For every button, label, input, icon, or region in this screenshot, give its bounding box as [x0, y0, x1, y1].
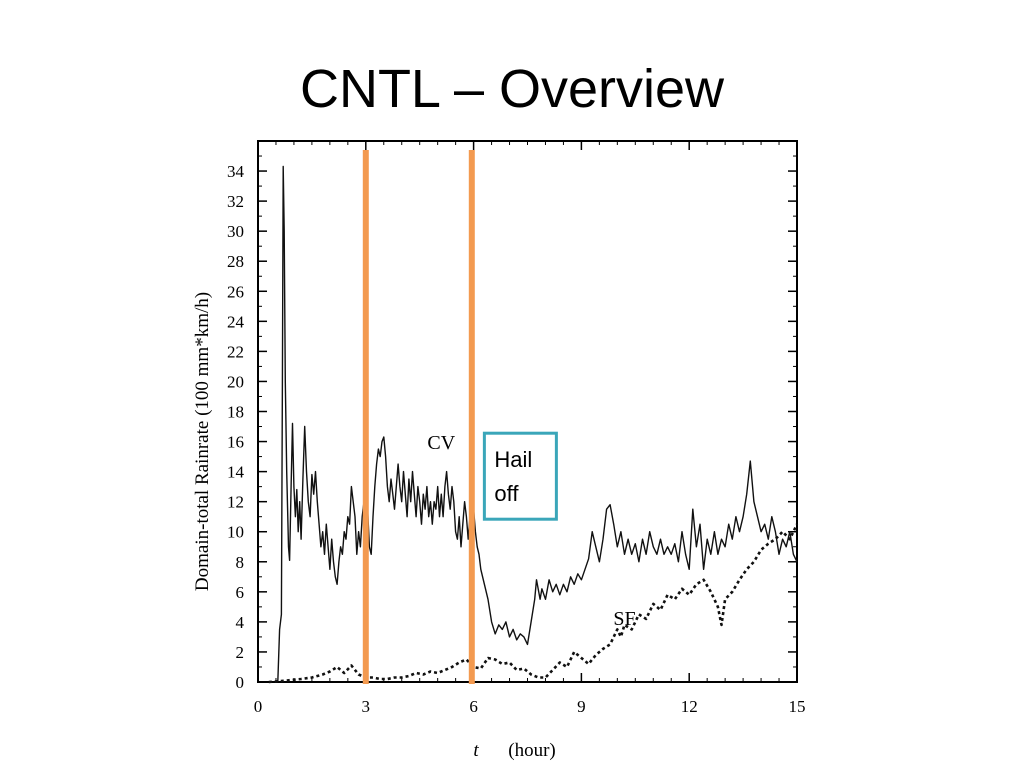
- y-tick-label: 28: [227, 252, 244, 271]
- marker-lines: [362, 150, 475, 684]
- y-tick-label: 12: [227, 493, 244, 512]
- y-tick-label: 24: [227, 312, 245, 331]
- series-label-cv: CV: [427, 432, 455, 454]
- x-tick-label: 3: [362, 697, 371, 716]
- y-tick-label: 14: [227, 463, 245, 482]
- y-axis-label: Domain-total Rainrate (100 mm*km/h): [192, 292, 213, 591]
- y-tick-label: 26: [227, 282, 244, 301]
- series-lines: [268, 165, 799, 684]
- y-tick-label: 4: [236, 613, 245, 632]
- y-tick-label: 10: [227, 523, 244, 542]
- series-line-cv: [277, 165, 798, 683]
- y-tick-label: 32: [227, 192, 244, 211]
- x-tick-label: 0: [254, 697, 263, 716]
- y-tick-label: 2: [236, 643, 245, 662]
- y-tick-label: 18: [227, 403, 244, 422]
- hail-off-box: [482, 431, 558, 521]
- x-axis-variable: t: [473, 740, 479, 761]
- series-labels: CV SF: [427, 432, 635, 630]
- x-tick-label: 15: [789, 697, 806, 716]
- series-label-sf: SF: [613, 608, 635, 630]
- y-tick-label: 30: [227, 222, 244, 241]
- y-tick-label: 22: [227, 342, 244, 361]
- y-tick-label: 16: [227, 433, 244, 452]
- slide-title: CNTL – Overview: [299, 59, 725, 119]
- series-line-sf: [268, 523, 799, 684]
- hail-off-line-2: off: [494, 481, 519, 506]
- y-tick-label: 34: [227, 162, 245, 181]
- x-axis-label: t (hour): [473, 740, 555, 761]
- y-tick-label: 20: [227, 372, 244, 391]
- y-tick-label: 8: [236, 553, 245, 572]
- x-tick-label: 12: [681, 697, 698, 716]
- hail-off-annotation: Hail off: [482, 431, 558, 521]
- y-tick-label: 0: [236, 673, 245, 692]
- x-axis-unit: (hour): [508, 740, 555, 761]
- x-tick-label: 9: [577, 697, 586, 716]
- x-tick-label: 6: [469, 697, 478, 716]
- tick-marks: [257, 141, 798, 683]
- y-tick-label: 6: [236, 583, 245, 602]
- hail-off-line-1: Hail: [494, 447, 532, 472]
